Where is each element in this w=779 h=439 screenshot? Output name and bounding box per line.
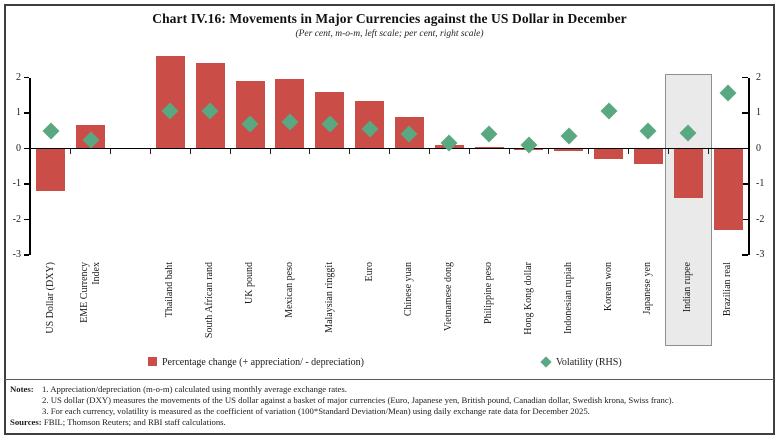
bar-korean-won [594,148,624,160]
category-label-eme-currency: EME Currency Index [78,262,102,323]
right-axis-tick [742,147,748,150]
category-boundary-tick [189,148,191,154]
chart-outer-border [4,4,775,435]
category-boundary-tick [548,148,550,154]
left-axis-tick [23,76,29,79]
category-label-indonesian-rupiah: Indonesian rupiah [562,262,574,334]
category-label-south-african-rand: South African rand [204,262,216,339]
legend-item-volatility: Volatility (RHS) [540,356,622,370]
chart-title: Chart IV.16: Movements in Major Currenci… [152,11,627,26]
category-label-brazilian-real: Brazilian real [722,262,734,317]
bar-indonesian-rupiah [554,148,584,152]
notes-block: Notes: 1. Appreciation/depreciation (m-o… [10,384,771,428]
left-axis-tick [23,183,29,185]
category-boundary-tick [309,148,311,154]
left-axis-line [28,77,31,255]
category-boundary-tick [707,148,709,154]
note-line-2: 2. US dollar (DXY) measures the movement… [10,395,771,406]
category-boundary-tick [229,148,231,154]
legend-label-percentage-change: Percentage change (+ appreciation/ - dep… [162,357,364,368]
category-boundary-tick [628,148,629,154]
bar-us-dollar-dxy [36,148,66,192]
sources-line: Sources: FBIL; Thomson Reuters; and RBI … [10,417,771,428]
category-boundary-tick [588,148,590,154]
category-label-indian-rupee: Indian rupee [682,262,694,313]
category-label-hong-kong-dollar: Hong Kong dollar [522,262,534,335]
category-label-japanese-yen: Japanese yen [642,262,654,315]
left-axis-tick-label: -3 [12,249,21,260]
category-label-us-dollar-dxy: US Dollar (DXY) [44,262,56,334]
category-boundary-tick [349,148,351,154]
legend-label-volatility: Volatility (RHS) [556,357,622,368]
bar-swatch-icon [148,357,157,366]
category-boundary-tick [468,148,470,154]
bar-indian-rupee [673,148,703,199]
right-axis-tick-label: 2 [756,71,761,83]
category-label-vietnamese-dong: Vietnamese dong [443,262,455,332]
category-label-malaysian-ringgit: Malaysian ringgit [323,262,335,333]
sources-text: FBIL; Thomson Reuters; and RBI staff cal… [43,417,226,427]
right-axis-tick-label: 0 [756,142,761,154]
bar-uk-pound [235,81,265,149]
volatility-marker-us-dollar-dxy [42,122,60,140]
notes-label: Notes: [10,384,34,394]
category-label-thailand-baht: Thailand baht [164,262,176,318]
left-axis-tick-label: 0 [16,142,21,154]
volatility-marker-brazilian-real [719,84,737,102]
right-axis-tick-label: 1 [756,107,761,118]
category-label-korean-won: Korean won [602,262,614,312]
highlight-band-indian-rupee [664,74,712,346]
volatility-marker-hong-kong-dollar [520,136,538,154]
category-label-uk-pound: UK pound [244,262,256,304]
left-axis-tick [23,112,29,114]
volatility-marker-korean-won [600,102,618,120]
bar-thailand-baht [155,56,185,149]
category-label-mexican-peso: Mexican peso [283,262,295,318]
left-axis-tick [23,218,29,221]
bar-philippine-peso [474,147,504,149]
note-text-2: 2. US dollar (DXY) measures the movement… [42,395,674,405]
bar-japanese-yen [633,148,663,165]
left-axis-tick [23,254,29,256]
note-text-3: 3. For each currency, volatility is meas… [42,406,590,416]
notes-separator-line [5,379,774,380]
right-axis-tick [742,112,748,114]
right-axis-tick [742,218,748,221]
left-axis-tick-label: 2 [16,71,21,83]
note-line-3: 3. For each currency, volatility is meas… [10,406,771,417]
volatility-marker-japanese-yen [639,122,657,140]
note-text-1: 1. Appreciation/depreciation (m-o-m) cal… [42,384,347,394]
category-boundary-tick [70,148,72,154]
category-boundary-tick [667,148,669,154]
category-boundary-tick [508,148,510,154]
legend-item-percentage-change: Percentage change (+ appreciation/ - dep… [148,356,364,370]
bar-brazilian-real [713,148,743,231]
category-boundary-tick [269,148,271,154]
sources-label: Sources: [10,417,42,427]
right-axis-tick-label: -2 [756,213,765,225]
left-axis-tick-label: 1 [16,107,21,118]
volatility-marker-indonesian-rupiah [560,127,578,145]
category-label-philippine-peso: Philippine peso [483,262,495,324]
category-boundary-tick [110,148,112,154]
left-axis-tick-label: -2 [12,213,21,225]
note-line-1: Notes: 1. Appreciation/depreciation (m-o… [10,384,771,395]
right-axis-tick [742,254,748,256]
category-label-chinese-yuan: Chinese yuan [403,262,415,317]
right-axis-line [748,77,750,255]
chart-subtitle: (Per cent, m-o-m, left scale; per cent, … [295,29,484,39]
left-axis-tick-label: -1 [12,178,21,189]
diamond-swatch-icon [540,356,552,368]
category-boundary-tick [150,148,151,154]
category-boundary-tick [389,148,390,154]
right-axis-tick [742,183,748,185]
volatility-marker-philippine-peso [480,125,498,143]
right-axis-tick [742,76,748,79]
left-axis-tick [23,147,29,150]
category-label-euro: Euro [363,262,375,282]
right-axis-tick-label: -3 [756,249,765,260]
category-boundary-tick [428,148,430,154]
right-axis-tick-label: -1 [756,178,765,189]
